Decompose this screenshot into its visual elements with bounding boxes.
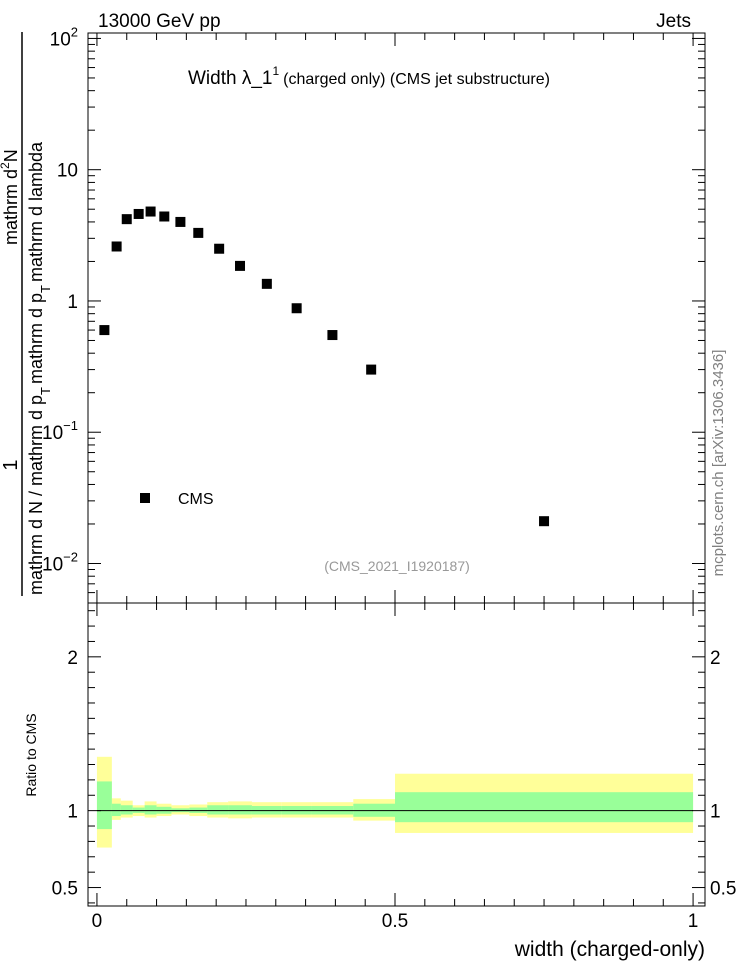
x-axis-label: width (charged-only) xyxy=(514,938,705,961)
main-ylabel: 1 mathrm d N / mathrm d pTmathrm d pTmat… xyxy=(0,32,53,596)
y-tick-label: 1 xyxy=(67,292,78,313)
ratio-y-ticks xyxy=(88,610,705,904)
data-point xyxy=(111,241,122,252)
ratio-y-tick-labels: 0.5 0.5 1 1 2 2 xyxy=(52,648,737,900)
ratio-y-tick-label-right: 1 xyxy=(710,802,721,823)
x-tick-label: 0.5 xyxy=(382,911,408,932)
data-point xyxy=(214,243,225,254)
main-y-ticks xyxy=(88,37,705,604)
uncertainty-band-inner xyxy=(111,803,121,817)
data-point xyxy=(366,364,377,375)
data-point xyxy=(159,211,170,222)
uncertainty-band-inner xyxy=(207,805,229,815)
ratio-y-tick-label: 2 xyxy=(67,648,78,669)
legend-marker xyxy=(140,493,150,503)
x-tick-labels: 0 0.5 1 xyxy=(92,911,699,932)
y-tick-label: 10 xyxy=(57,161,78,182)
side-label: mcplots.cern.ch [arXiv:1306.3436] xyxy=(710,350,727,577)
analysis-id: (CMS_2021_I1920187) xyxy=(324,558,470,574)
data-point xyxy=(133,208,144,219)
x-tick-label: 1 xyxy=(688,911,699,932)
ratio-ylabel: Ratio to CMS xyxy=(23,713,39,796)
ylabel-numerator: 1 xyxy=(0,459,22,470)
ratio-y-tick-label-right: 0.5 xyxy=(710,879,736,900)
ylabel-num-expression: mathrm d2N xyxy=(0,149,21,245)
ylabel-denominator: mathrm d N / mathrm d pTmathrm d pTmathr… xyxy=(26,141,53,595)
main-plot-frame xyxy=(87,32,706,604)
uncertainty-band-inner xyxy=(395,792,694,823)
ratio-x-ticks xyxy=(96,603,694,906)
uncertainty-band-inner xyxy=(144,805,157,815)
legend-label: CMS xyxy=(178,491,214,508)
y-tick-label: 102 xyxy=(50,24,78,50)
plot-title: Width λ_11 (charged only) (CMS jet substr… xyxy=(188,64,550,89)
uncertainty-band-inner xyxy=(120,805,133,815)
data-point xyxy=(175,216,186,227)
main-plot-panel: 10−2 10−1 1 10 102 CMS xyxy=(42,24,706,604)
header-left: 13000 GeV pp xyxy=(98,11,221,32)
data-point xyxy=(121,214,132,225)
data-point xyxy=(99,325,110,336)
data-point xyxy=(291,303,302,314)
ratio-plot-panel: 0.5 0.51 12 2 0 0.5 1 xyxy=(52,602,737,932)
main-y-tick-labels: 10−2 10−1 1 10 102 xyxy=(42,24,78,575)
x-tick-label: 0 xyxy=(92,911,103,932)
data-point xyxy=(145,206,156,217)
y-tick-label: 10−1 xyxy=(42,418,78,444)
data-point xyxy=(235,260,246,271)
header-right: Jets xyxy=(656,11,691,32)
ratio-y-tick-label: 0.5 xyxy=(52,879,78,900)
data-point xyxy=(327,330,338,341)
y-tick-label: 10−2 xyxy=(42,549,78,575)
data-point xyxy=(193,227,204,238)
data-point xyxy=(539,516,550,527)
uncertainty-band-inner xyxy=(96,781,112,830)
ratio-bands xyxy=(96,756,694,848)
ratio-y-tick-label: 1 xyxy=(67,802,78,823)
data-point xyxy=(261,278,272,289)
ratio-y-tick-label-right: 2 xyxy=(710,648,721,669)
main-x-ticks xyxy=(96,33,694,603)
uncertainty-band-inner xyxy=(228,805,252,815)
data-points xyxy=(99,206,550,527)
ratio-plot-frame xyxy=(87,602,706,907)
